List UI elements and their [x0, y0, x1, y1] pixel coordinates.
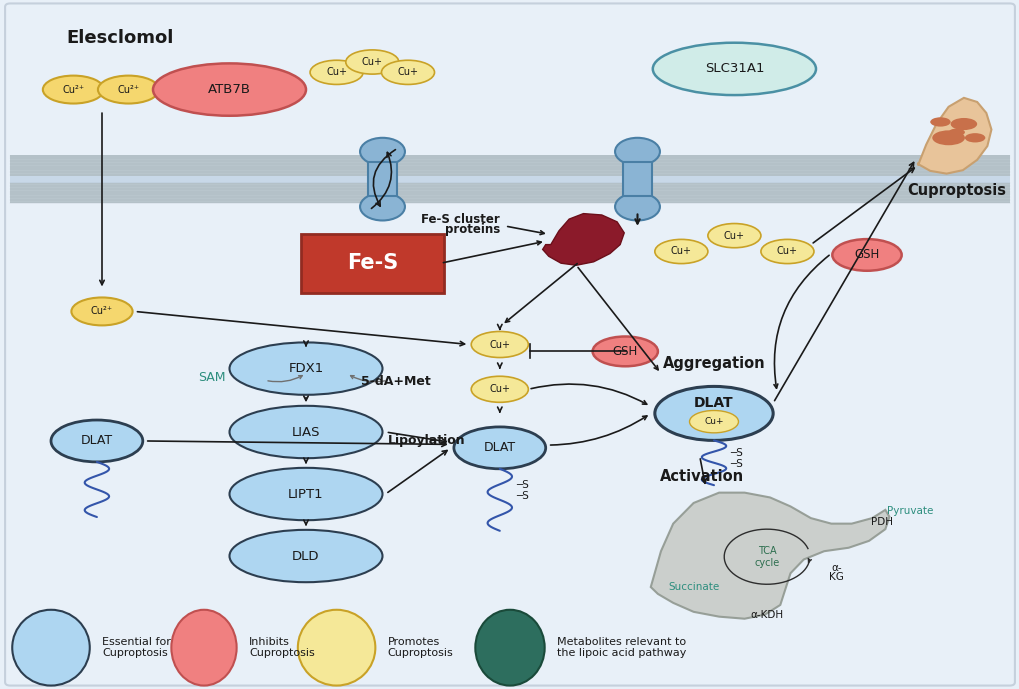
Text: PDH: PDH — [870, 517, 893, 527]
Ellipse shape — [614, 193, 659, 220]
Text: Succinate: Succinate — [667, 582, 718, 592]
Polygon shape — [542, 214, 624, 265]
FancyBboxPatch shape — [368, 162, 396, 196]
Text: TCA
cycle: TCA cycle — [754, 546, 779, 568]
Text: Inhibits
Cuproptosis: Inhibits Cuproptosis — [249, 637, 314, 659]
Text: Promotes
Cuproptosis: Promotes Cuproptosis — [387, 637, 452, 659]
Ellipse shape — [707, 223, 760, 248]
Text: α-: α- — [830, 564, 841, 573]
FancyBboxPatch shape — [623, 162, 651, 196]
Text: Fe-S: Fe-S — [346, 253, 397, 274]
Text: SAM: SAM — [199, 371, 225, 384]
Ellipse shape — [471, 331, 528, 358]
Text: Cu+: Cu+ — [723, 231, 744, 240]
Text: Cu+: Cu+ — [326, 68, 346, 77]
Text: Cu²⁺: Cu²⁺ — [117, 85, 140, 94]
Text: Cu+: Cu+ — [397, 68, 418, 77]
Ellipse shape — [964, 133, 984, 143]
Text: DLD: DLD — [292, 550, 319, 562]
Ellipse shape — [51, 420, 143, 462]
Text: SLC31A1: SLC31A1 — [704, 63, 763, 75]
Text: FDX1: FDX1 — [288, 362, 323, 375]
Text: ATB7B: ATB7B — [208, 83, 251, 96]
Ellipse shape — [929, 117, 950, 127]
Text: ─S: ─S — [730, 449, 743, 458]
Text: GSH: GSH — [854, 249, 878, 261]
Ellipse shape — [98, 76, 159, 103]
Text: DLAT: DLAT — [483, 442, 516, 454]
FancyBboxPatch shape — [10, 183, 1009, 203]
Text: Pyruvate: Pyruvate — [887, 506, 932, 516]
Ellipse shape — [931, 130, 964, 145]
Ellipse shape — [229, 468, 382, 520]
Text: Metabolites relevant to
the lipoic acid pathway: Metabolites relevant to the lipoic acid … — [556, 637, 686, 659]
Ellipse shape — [310, 60, 363, 85]
Text: Cu+: Cu+ — [776, 247, 797, 256]
Ellipse shape — [453, 427, 545, 469]
Text: Cu+: Cu+ — [703, 417, 723, 426]
Ellipse shape — [689, 411, 738, 433]
Text: Cu+: Cu+ — [671, 247, 691, 256]
FancyBboxPatch shape — [5, 3, 1014, 686]
Text: Cuproptosis: Cuproptosis — [906, 183, 1006, 198]
FancyBboxPatch shape — [301, 234, 443, 293]
Ellipse shape — [760, 239, 813, 264]
Ellipse shape — [832, 239, 901, 271]
Ellipse shape — [654, 239, 707, 264]
Ellipse shape — [652, 43, 815, 95]
Ellipse shape — [71, 298, 132, 325]
Text: Lipoylation: Lipoylation — [387, 435, 465, 447]
Text: LIAS: LIAS — [291, 426, 320, 438]
Text: α-KDH: α-KDH — [750, 610, 783, 619]
Text: Cu+: Cu+ — [489, 340, 510, 349]
Ellipse shape — [229, 406, 382, 458]
Ellipse shape — [475, 610, 544, 686]
Ellipse shape — [171, 610, 236, 686]
Ellipse shape — [614, 138, 659, 165]
Polygon shape — [650, 493, 889, 619]
Text: Fe-S cluster: Fe-S cluster — [421, 213, 499, 225]
Polygon shape — [917, 98, 990, 174]
Ellipse shape — [153, 63, 306, 116]
FancyBboxPatch shape — [10, 155, 1009, 176]
Ellipse shape — [360, 138, 405, 165]
Text: Cu²⁺: Cu²⁺ — [91, 307, 113, 316]
Ellipse shape — [345, 50, 398, 74]
Text: DLAT: DLAT — [81, 435, 113, 447]
Ellipse shape — [298, 610, 375, 686]
Ellipse shape — [43, 76, 104, 103]
Text: LIPT1: LIPT1 — [288, 488, 323, 500]
Ellipse shape — [654, 387, 772, 440]
Ellipse shape — [592, 336, 657, 367]
Ellipse shape — [381, 60, 434, 85]
Ellipse shape — [229, 342, 382, 395]
Text: proteins: proteins — [444, 223, 499, 236]
Text: KG: KG — [828, 573, 843, 582]
Text: Essential for
Cuproptosis: Essential for Cuproptosis — [102, 637, 171, 659]
Text: DLAT: DLAT — [694, 396, 733, 410]
Ellipse shape — [12, 610, 90, 686]
Text: GSH: GSH — [612, 345, 637, 358]
Text: ─S: ─S — [516, 491, 529, 501]
Text: Activation: Activation — [659, 469, 743, 484]
Ellipse shape — [471, 376, 528, 402]
Ellipse shape — [950, 118, 976, 130]
Text: Aggregation: Aggregation — [662, 356, 764, 371]
Ellipse shape — [948, 129, 964, 136]
Ellipse shape — [229, 530, 382, 582]
Text: 5-dA+Met: 5-dA+Met — [361, 376, 430, 388]
Text: Cu+: Cu+ — [362, 57, 382, 67]
FancyBboxPatch shape — [10, 176, 1009, 183]
Ellipse shape — [360, 193, 405, 220]
Text: Elesclomol: Elesclomol — [66, 29, 173, 47]
Text: Cu+: Cu+ — [489, 384, 510, 394]
Text: ─S: ─S — [516, 480, 529, 490]
Text: ─S: ─S — [730, 460, 743, 469]
Text: Cu²⁺: Cu²⁺ — [62, 85, 85, 94]
